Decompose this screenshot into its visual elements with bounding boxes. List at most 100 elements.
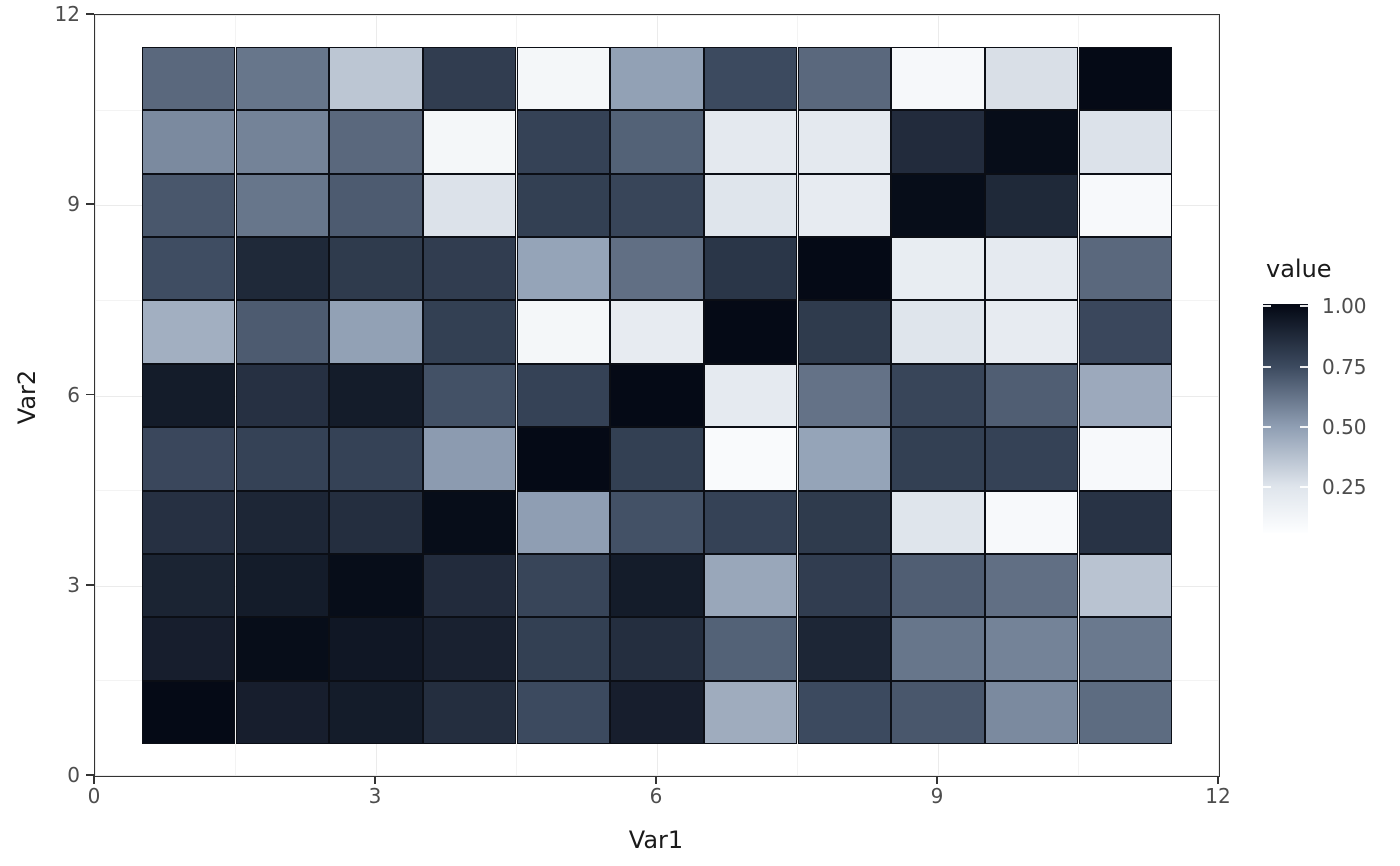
- heatmap-cell: [984, 46, 1079, 111]
- heatmap-cell: [141, 46, 236, 111]
- x-tick-mark: [1217, 776, 1219, 784]
- heatmap-cell: [422, 173, 517, 237]
- heatmap-cell: [984, 617, 1079, 681]
- heatmap-cell: [1078, 490, 1173, 555]
- heatmap-cell: [516, 554, 611, 618]
- heatmap-cell: [703, 680, 798, 745]
- colorbar-legend: value 1.00 0.75 0.50 0.25: [1240, 255, 1400, 555]
- heatmap-cell: [891, 110, 985, 174]
- major-gridline: [95, 15, 1219, 16]
- heatmap-cell: [703, 300, 798, 364]
- colorbar-tick-mark: [1263, 425, 1271, 428]
- heatmap-cell: [984, 427, 1079, 491]
- heatmap-cell: [235, 46, 330, 111]
- y-tick-mark: [86, 393, 94, 396]
- heatmap-cell: [516, 363, 611, 428]
- heatmap-cell: [235, 490, 330, 555]
- heatmap-cell: [141, 110, 236, 174]
- heatmap-cell: [516, 680, 611, 745]
- y-axis-title: Var2: [13, 369, 41, 425]
- heatmap-cell: [610, 363, 704, 428]
- heatmap-cell: [1078, 680, 1173, 745]
- heatmap-cell: [141, 173, 236, 237]
- heatmap-cell: [422, 363, 517, 428]
- x-tick-mark: [936, 776, 938, 784]
- colorbar-tick-label: 0.75: [1322, 354, 1367, 379]
- heatmap-cell: [235, 617, 330, 681]
- heatmap-cell: [235, 110, 330, 174]
- heatmap-cell: [984, 680, 1079, 745]
- heatmap-cell: [141, 363, 236, 428]
- heatmap-cell: [235, 300, 330, 364]
- heatmap-cell: [329, 46, 423, 111]
- x-tick-mark: [93, 776, 95, 784]
- y-tick-mark: [86, 13, 94, 15]
- heatmap-cell: [797, 110, 892, 174]
- heatmap-cell: [329, 363, 423, 428]
- plot-panel: [94, 14, 1220, 777]
- x-axis-title: Var1: [628, 826, 684, 854]
- heatmap-cell: [797, 554, 892, 618]
- heatmap-cell: [235, 427, 330, 491]
- heatmap-cell: [891, 236, 985, 301]
- heatmap-cell: [329, 554, 423, 618]
- heatmap-cell: [1078, 110, 1173, 174]
- heatmap-cell: [984, 173, 1079, 237]
- heatmap-cell: [422, 680, 517, 745]
- heatmap-cell: [610, 173, 704, 237]
- heatmap-cell: [235, 363, 330, 428]
- heatmap-cell: [141, 236, 236, 301]
- legend-title: value: [1266, 255, 1332, 283]
- heatmap-cell: [422, 554, 517, 618]
- heatmap-cell: [1078, 300, 1173, 364]
- heatmap-cell: [1078, 173, 1173, 237]
- heatmap-cell: [329, 173, 423, 237]
- heatmap-cell: [703, 46, 798, 111]
- heatmap-cell: [610, 680, 704, 745]
- heatmap-cell: [797, 173, 892, 237]
- heatmap-cell: [891, 554, 985, 618]
- colorbar-tick-mark: [1300, 305, 1308, 308]
- x-tick-label: 0: [87, 784, 101, 808]
- heatmap-cell: [891, 490, 985, 555]
- heatmap-cell: [422, 46, 517, 111]
- heatmap-cell: [703, 554, 798, 618]
- heatmap-cell: [984, 236, 1079, 301]
- heatmap-cell: [703, 110, 798, 174]
- colorbar-tick-mark: [1263, 365, 1271, 368]
- heatmap-cell: [141, 554, 236, 618]
- heatmap-cell: [703, 173, 798, 237]
- heatmap-cell: [516, 617, 611, 681]
- heatmap-cell: [141, 680, 236, 745]
- heatmap-cell: [329, 110, 423, 174]
- y-tick-mark: [86, 774, 94, 776]
- heatmap-cell: [703, 427, 798, 491]
- heatmap-cell: [610, 617, 704, 681]
- colorbar-gradient: [1263, 304, 1308, 533]
- heatmap-cell: [1078, 427, 1173, 491]
- heatmap-cell: [422, 427, 517, 491]
- heatmap-cell: [797, 236, 892, 301]
- heatmap-cell: [1078, 46, 1173, 111]
- heatmap-cell: [984, 110, 1079, 174]
- heatmap-cell: [1078, 617, 1173, 681]
- heatmap-cell: [141, 300, 236, 364]
- y-tick-label: 6: [67, 382, 80, 407]
- y-tick-mark: [86, 583, 94, 586]
- x-tick-label: 6: [649, 784, 663, 808]
- heatmap-cell: [610, 46, 704, 111]
- x-tick-label: 12: [1205, 784, 1231, 808]
- heatmap-cell: [516, 110, 611, 174]
- y-tick-label: 3: [67, 572, 80, 597]
- heatmap-cell: [516, 490, 611, 555]
- heatmap-cell: [1078, 363, 1173, 428]
- heatmap-cell: [329, 617, 423, 681]
- heatmap-cell: [797, 427, 892, 491]
- heatmap-cell: [797, 300, 892, 364]
- colorbar-tick-label: 0.50: [1322, 414, 1367, 439]
- colorbar-tick-mark: [1263, 486, 1271, 489]
- heatmap-cell: [141, 617, 236, 681]
- heatmap-cell: [891, 46, 985, 111]
- heatmap-cell: [329, 236, 423, 301]
